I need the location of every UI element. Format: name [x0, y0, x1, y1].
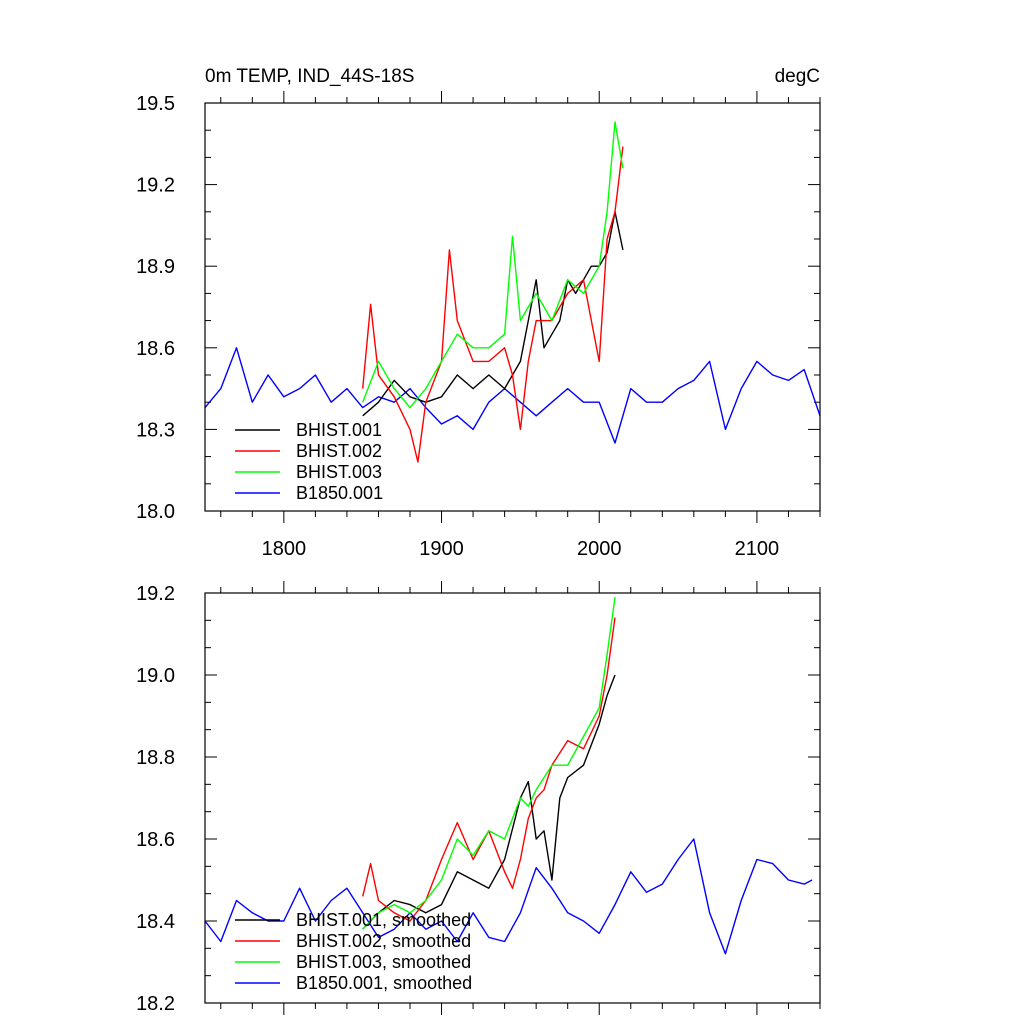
- bottom-series-line-3: [362, 597, 616, 930]
- bottom-series-line-4: [204, 838, 813, 955]
- top-series-line-3: [362, 121, 624, 409]
- bottom-panel-ticks: 18.2 18.4 18.6 18.8 19.0 19.2: [136, 581, 821, 1015]
- bottom-ytick-label: 18.2: [136, 993, 175, 1015]
- top-series-line-2: [362, 146, 624, 463]
- bottom-series-line-2: [362, 617, 616, 922]
- top-ytick-label: 19.2: [136, 175, 175, 197]
- bottom-ytick-label: 18.4: [136, 911, 175, 933]
- bottom-legend-label-2: BHIST.002, smoothed: [296, 931, 471, 951]
- top-ytick-label: 18.6: [136, 338, 175, 360]
- bottom-panel-series: [204, 597, 813, 955]
- bottom-ytick-label: 19.2: [136, 583, 175, 605]
- top-panel-ticks: 18.0 18.3 18.6 18.9 19.2 19.5 1800 1900 2000 2100: [136, 91, 821, 560]
- bottom-panel-frame: [204, 592, 821, 1004]
- bottom-panel: 18.2 18.4 18.6 18.8 19.0 19.2 BHIST.001, smoo…: [136, 581, 821, 1015]
- top-ytick-label: 18.0: [136, 501, 175, 523]
- top-panel-frame: [204, 102, 821, 512]
- bottom-series-line-1: [362, 674, 616, 930]
- bottom-ytick-label: 18.6: [136, 829, 175, 851]
- top-panel-series: [204, 121, 821, 463]
- top-ytick-label: 18.3: [136, 419, 175, 441]
- bottom-legend-label-4: B1850.001, smoothed: [296, 973, 472, 993]
- top-legend-label-2: BHIST.002: [296, 441, 382, 461]
- top-legend-label-4: B1850.001: [296, 483, 383, 503]
- top-series-line-1: [362, 211, 624, 417]
- top-xtick-label: 1900: [419, 538, 464, 560]
- top-legend-label-3: BHIST.003: [296, 462, 382, 482]
- bottom-legend-label-1: BHIST.001, smoothed: [296, 910, 471, 930]
- top-panel: 0m TEMP, IND_44S-18S degC 18.018.318.618…: [136, 66, 821, 560]
- bottom-legend-label-3: BHIST.003, smoothed: [296, 952, 471, 972]
- top-series-line-4: [204, 347, 821, 444]
- top-panel-title: 0m TEMP, IND_44S-18S: [205, 66, 414, 87]
- bottom-ytick-label: 18.8: [136, 747, 175, 769]
- bottom-ytick-label: 19.0: [136, 665, 175, 687]
- top-xtick-label: 2100: [735, 538, 780, 560]
- top-panel-units: degC: [775, 66, 820, 87]
- top-xtick-label: 1800: [262, 538, 307, 560]
- top-legend-label-1: BHIST.001: [296, 420, 382, 440]
- top-ytick-label: 19.5: [136, 93, 175, 115]
- top-ytick-label: 18.9: [136, 256, 175, 278]
- top-xtick-label: 2000: [577, 538, 622, 560]
